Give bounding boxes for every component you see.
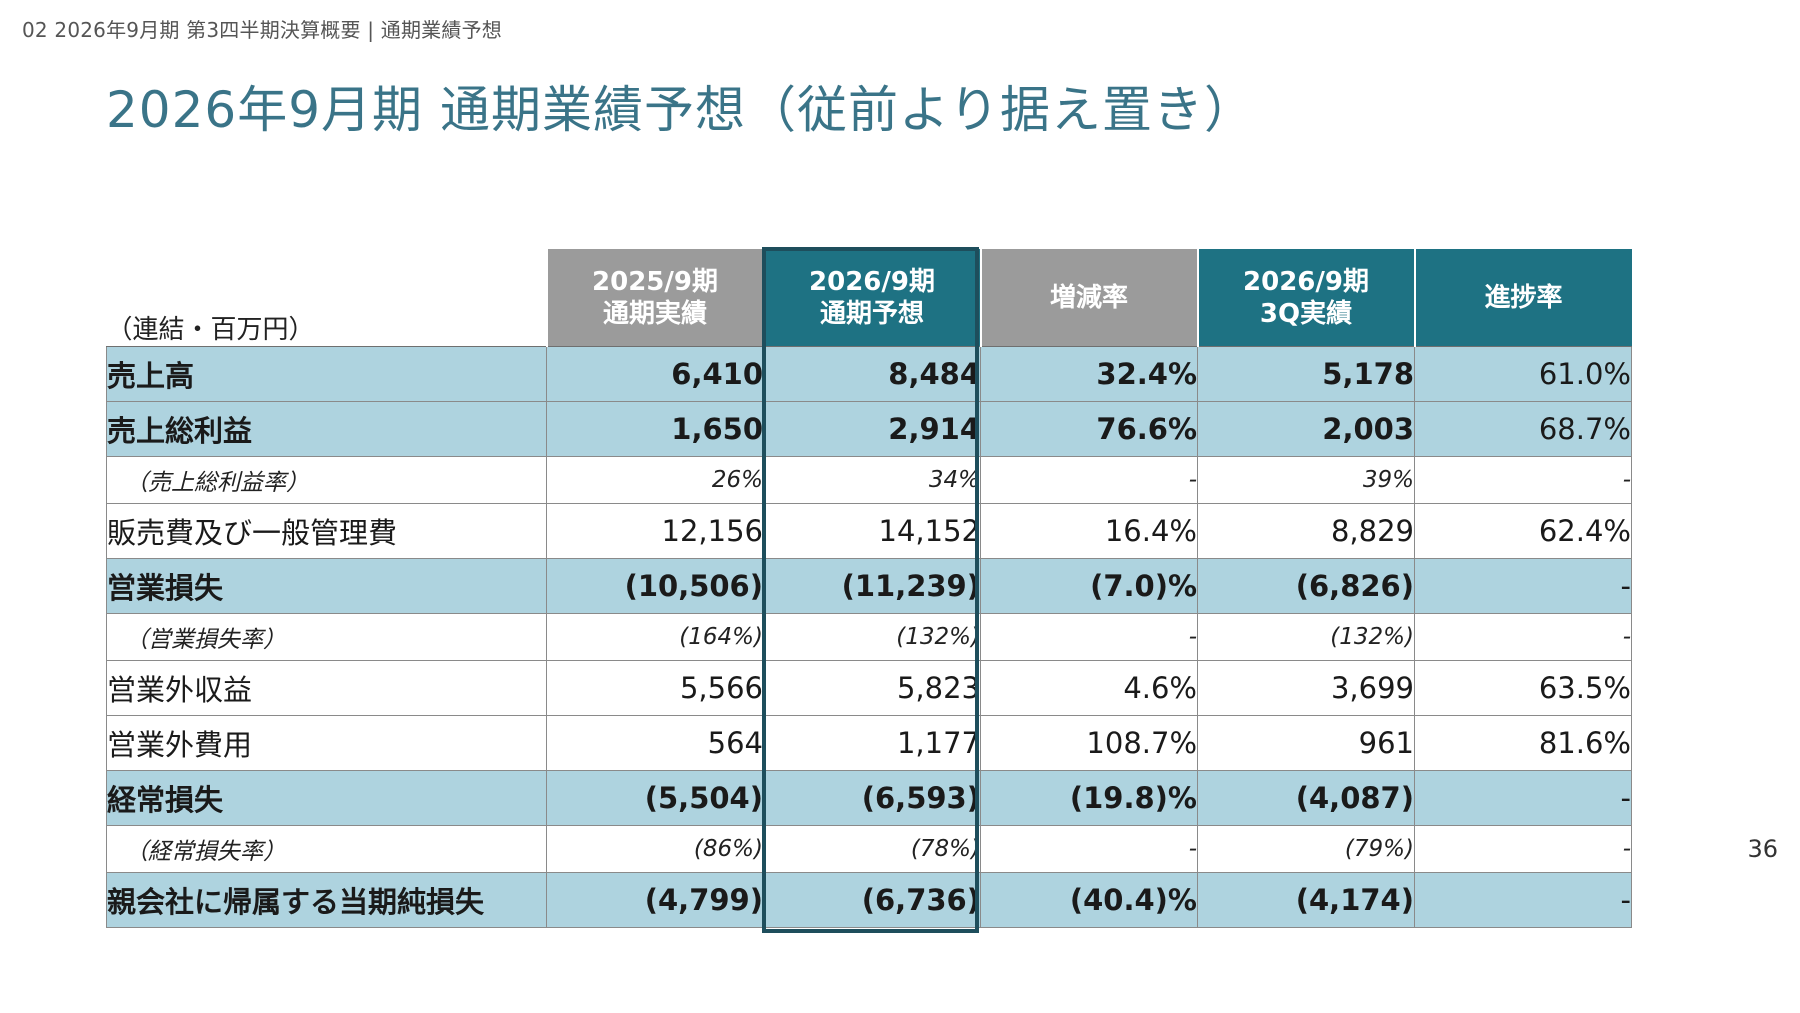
row-label: 営業外費用 bbox=[106, 715, 547, 771]
cell-progress-rate: - bbox=[1414, 825, 1632, 873]
column-header-line1: 2026/9期 bbox=[809, 266, 935, 297]
column-header-progress-rate: 進捗率 bbox=[1413, 249, 1632, 347]
cell-fy2026-forecast: (6,736) bbox=[763, 872, 981, 928]
cell-change-rate: 108.7% bbox=[980, 715, 1198, 771]
unit-label: （連結・百万円） bbox=[106, 249, 547, 347]
row-label: 販売費及び一般管理費 bbox=[106, 503, 547, 559]
cell-fy2025-actual: (10,506) bbox=[546, 558, 764, 614]
column-header-line1: 増減率 bbox=[1049, 282, 1128, 313]
cell-fy2026-forecast: 34% bbox=[763, 456, 981, 504]
page-title: 2026年9月期 通期業績予想（従前より据え置き） bbox=[106, 81, 1255, 139]
table-row: 売上総利益 1,650 2,914 76.6% 2,003 68.7% bbox=[106, 401, 1632, 457]
column-header-line2: 通期予想 bbox=[819, 298, 924, 329]
table-row: 売上高 6,410 8,484 32.4% 5,178 61.0% bbox=[106, 346, 1632, 402]
cell-change-rate: (40.4)% bbox=[980, 872, 1198, 928]
table-row: 営業外収益 5,566 5,823 4.6% 3,699 63.5% bbox=[106, 660, 1632, 716]
row-label: 営業損失 bbox=[106, 558, 547, 614]
column-header-fy2025-actual: 2025/9期 通期実績 bbox=[545, 249, 764, 347]
cell-fy2026-3q-actual: (132%) bbox=[1197, 613, 1415, 661]
cell-change-rate: 4.6% bbox=[980, 660, 1198, 716]
cell-change-rate: (7.0)% bbox=[980, 558, 1198, 614]
cell-fy2026-3q-actual: 3,699 bbox=[1197, 660, 1415, 716]
table-row: 経常損失 (5,504) (6,593) (19.8)% (4,087) - bbox=[106, 770, 1632, 826]
cell-fy2025-actual: 26% bbox=[546, 456, 764, 504]
cell-progress-rate: 68.7% bbox=[1414, 401, 1632, 457]
cell-fy2026-3q-actual: (6,826) bbox=[1197, 558, 1415, 614]
column-header-line2: 3Q実績 bbox=[1259, 298, 1353, 329]
cell-fy2026-3q-actual: 39% bbox=[1197, 456, 1415, 504]
column-header-line1: 2025/9期 bbox=[592, 266, 718, 297]
table-row: （経常損失率） (86%) (78%) - (79%) - bbox=[106, 825, 1632, 873]
cell-progress-rate: - bbox=[1414, 872, 1632, 928]
row-label: （営業損失率） bbox=[106, 613, 547, 661]
column-header-line1: 進捗率 bbox=[1484, 282, 1563, 313]
cell-progress-rate: - bbox=[1414, 770, 1632, 826]
row-label: （経常損失率） bbox=[106, 825, 547, 873]
cell-fy2025-actual: 1,650 bbox=[546, 401, 764, 457]
row-label: 営業外収益 bbox=[106, 660, 547, 716]
table-header-row: （連結・百万円） 2025/9期 通期実績 2026/9期 通期予想 増減率 2… bbox=[106, 249, 1632, 347]
page-number: 36 bbox=[1747, 835, 1778, 863]
cell-fy2026-forecast: (132%) bbox=[763, 613, 981, 661]
table-row: （売上総利益率） 26% 34% -39% - bbox=[106, 456, 1632, 504]
row-label: 売上総利益 bbox=[106, 401, 547, 457]
cell-fy2025-actual: 6,410 bbox=[546, 346, 764, 402]
cell-progress-rate: 81.6% bbox=[1414, 715, 1632, 771]
cell-fy2025-actual: (164%) bbox=[546, 613, 764, 661]
table-row: 営業外費用 564 1,177 108.7% 961 81.6% bbox=[106, 715, 1632, 771]
cell-progress-rate: 62.4% bbox=[1414, 503, 1632, 559]
row-label: （売上総利益率） bbox=[106, 456, 547, 504]
cell-fy2025-actual: 564 bbox=[546, 715, 764, 771]
cell-progress-rate: 61.0% bbox=[1414, 346, 1632, 402]
cell-fy2026-forecast: 8,484 bbox=[763, 346, 981, 402]
row-label: 売上高 bbox=[106, 346, 547, 402]
cell-change-rate: - bbox=[980, 456, 1198, 504]
cell-fy2026-3q-actual: (79%) bbox=[1197, 825, 1415, 873]
table-row: 親会社に帰属する当期純損失 (4,799) (6,736) (40.4)% (4,174… bbox=[106, 872, 1632, 928]
cell-fy2026-forecast: (11,239) bbox=[763, 558, 981, 614]
cell-fy2026-forecast: (6,593) bbox=[763, 770, 981, 826]
row-label: 親会社に帰属する当期純損失 bbox=[106, 872, 547, 928]
cell-fy2026-3q-actual: 8,829 bbox=[1197, 503, 1415, 559]
cell-fy2025-actual: (86%) bbox=[546, 825, 764, 873]
cell-fy2025-actual: (4,799) bbox=[546, 872, 764, 928]
cell-fy2026-3q-actual: 5,178 bbox=[1197, 346, 1415, 402]
cell-progress-rate: - bbox=[1414, 456, 1632, 504]
column-header-fy2026-forecast: 2026/9期 通期予想 bbox=[762, 249, 981, 347]
cell-fy2025-actual: 12,156 bbox=[546, 503, 764, 559]
cell-fy2026-3q-actual: (4,174) bbox=[1197, 872, 1415, 928]
cell-fy2026-forecast: 14,152 bbox=[763, 503, 981, 559]
forecast-table-container: （連結・百万円） 2025/9期 通期実績 2026/9期 通期予想 増減率 2… bbox=[106, 247, 1632, 933]
column-header-change-rate: 増減率 bbox=[979, 249, 1198, 347]
cell-change-rate: 32.4% bbox=[980, 346, 1198, 402]
cell-change-rate: 16.4% bbox=[980, 503, 1198, 559]
table-row: 販売費及び一般管理費 12,156 14,152 16.4% 8,829 62.4% bbox=[106, 503, 1632, 559]
column-header-fy2026-3q-actual: 2026/9期 3Q実績 bbox=[1196, 249, 1415, 347]
cell-progress-rate: 63.5% bbox=[1414, 660, 1632, 716]
cell-fy2026-3q-actual: 961 bbox=[1197, 715, 1415, 771]
table-row: 営業損失 (10,506) (11,239) (7.0)% (6,826) - bbox=[106, 558, 1632, 614]
column-header-line1: 2026/9期 bbox=[1243, 266, 1369, 297]
cell-change-rate: - bbox=[980, 613, 1198, 661]
cell-fy2026-forecast: 2,914 bbox=[763, 401, 981, 457]
table-row: （営業損失率） (164%) (132%) - (132%) - bbox=[106, 613, 1632, 661]
cell-fy2025-actual: (5,504) bbox=[546, 770, 764, 826]
forecast-table: （連結・百万円） 2025/9期 通期実績 2026/9期 通期予想 増減率 2… bbox=[106, 249, 1632, 928]
cell-fy2026-3q-actual: 2,003 bbox=[1197, 401, 1415, 457]
cell-fy2026-forecast: 1,177 bbox=[763, 715, 981, 771]
breadcrumb: 02 2026年9月期 第3四半期決算概要 | 通期業績予想 bbox=[22, 18, 502, 42]
row-label: 経常損失 bbox=[106, 770, 547, 826]
cell-fy2026-forecast: (78%) bbox=[763, 825, 981, 873]
cell-progress-rate: - bbox=[1414, 558, 1632, 614]
cell-change-rate: (19.8)% bbox=[980, 770, 1198, 826]
cell-progress-rate: - bbox=[1414, 613, 1632, 661]
cell-fy2026-forecast: 5,823 bbox=[763, 660, 981, 716]
cell-fy2026-3q-actual: (4,087) bbox=[1197, 770, 1415, 826]
column-header-line2: 通期実績 bbox=[602, 298, 707, 329]
cell-change-rate: - bbox=[980, 825, 1198, 873]
cell-fy2025-actual: 5,566 bbox=[546, 660, 764, 716]
cell-change-rate: 76.6% bbox=[980, 401, 1198, 457]
